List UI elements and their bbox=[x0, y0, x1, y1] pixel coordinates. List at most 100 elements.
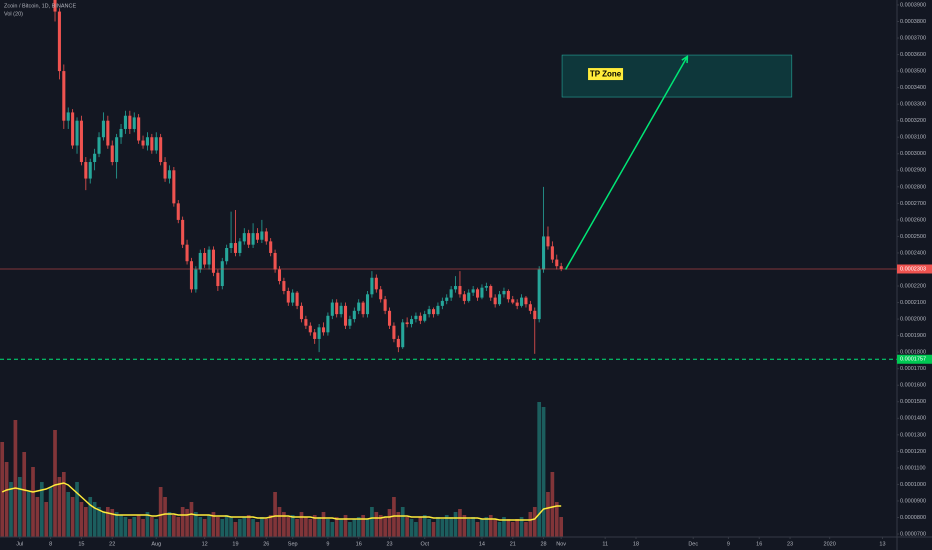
candle-body bbox=[409, 319, 414, 325]
candle-body bbox=[352, 310, 356, 320]
volume-bar bbox=[392, 497, 396, 537]
volume-bar bbox=[268, 515, 273, 537]
candle-body bbox=[159, 137, 163, 163]
candle-body bbox=[396, 338, 400, 348]
candle-body bbox=[317, 327, 321, 339]
candle-body bbox=[427, 309, 431, 315]
y-tick-label: 0.0001600 bbox=[900, 383, 926, 389]
volume-bar bbox=[83, 507, 88, 537]
volume-bar bbox=[150, 517, 154, 537]
y-tick-label: 0.0001800 bbox=[900, 350, 926, 356]
volume-bar bbox=[374, 512, 379, 537]
volume-bar bbox=[308, 519, 313, 537]
volume-bar bbox=[370, 507, 374, 537]
volume-bar bbox=[194, 512, 198, 537]
x-tick-label: 16 bbox=[756, 541, 762, 547]
x-tick-label: Oct bbox=[420, 541, 429, 547]
candle-body bbox=[238, 241, 242, 253]
candle-body bbox=[242, 233, 246, 242]
y-tick-label: 0.0000900 bbox=[900, 498, 926, 504]
candle-body bbox=[220, 261, 224, 287]
candle-body bbox=[211, 249, 216, 273]
volume-bar bbox=[141, 519, 145, 537]
volume-bar bbox=[497, 522, 502, 537]
y-tick-label: 0.0000800 bbox=[900, 515, 926, 521]
volume-bar bbox=[97, 507, 101, 537]
candle-body bbox=[471, 289, 475, 293]
candle-body bbox=[101, 120, 105, 138]
candle-body bbox=[71, 112, 75, 146]
volume-bar bbox=[449, 517, 453, 537]
x-tick-label: 9 bbox=[326, 541, 329, 547]
y-tick-label: 0.0001200 bbox=[900, 449, 926, 455]
volume-bar bbox=[229, 517, 233, 537]
volume-bar bbox=[48, 487, 53, 537]
volume-bar bbox=[510, 522, 515, 537]
volume-bar bbox=[207, 515, 211, 537]
candle-body bbox=[141, 140, 145, 146]
volume-bar bbox=[216, 517, 220, 537]
candle-body bbox=[167, 170, 171, 179]
y-tick-label: 0.0001400 bbox=[900, 416, 926, 422]
volume-bar bbox=[114, 512, 119, 537]
candle-body bbox=[462, 294, 466, 301]
candle-body bbox=[423, 314, 427, 321]
volume-bar bbox=[105, 507, 110, 537]
volume-bar bbox=[506, 519, 511, 537]
y-tick-label: 0.0000700 bbox=[900, 531, 926, 537]
volume-bar bbox=[339, 519, 343, 537]
volume-bar bbox=[53, 430, 57, 537]
volume-bar bbox=[132, 517, 137, 537]
candle-body bbox=[498, 294, 502, 305]
x-tick-label: 19 bbox=[232, 541, 238, 547]
volume-bar bbox=[79, 502, 84, 537]
volume-bar bbox=[414, 522, 418, 537]
volume-bar bbox=[326, 519, 330, 537]
volume-bar bbox=[519, 517, 524, 537]
x-tick-label: 12 bbox=[202, 541, 208, 547]
candle-body bbox=[467, 292, 471, 301]
candle-body bbox=[506, 290, 510, 300]
volume-bar bbox=[198, 517, 203, 537]
candle-body bbox=[515, 302, 519, 306]
candle-body bbox=[431, 309, 436, 315]
volume-bar bbox=[163, 497, 167, 537]
candle-body bbox=[264, 231, 268, 242]
candle-body bbox=[528, 304, 532, 311]
volume-bar bbox=[255, 522, 260, 537]
symbol-title: Zcoin / Bitcoin, 1D, BINANCE bbox=[4, 3, 76, 9]
candle-body bbox=[387, 310, 392, 326]
support-price-label: 0.0001757 bbox=[900, 357, 926, 363]
volume-bar bbox=[378, 515, 383, 537]
volume-bar bbox=[202, 519, 207, 537]
candle-body bbox=[489, 286, 493, 298]
candle-body bbox=[458, 286, 462, 295]
volume-ma-line bbox=[1, 482, 562, 521]
volume-title: Vol (20) bbox=[4, 11, 23, 17]
candle-body bbox=[189, 261, 194, 290]
volume-bar bbox=[524, 522, 528, 537]
candle-body bbox=[414, 315, 418, 320]
x-tick-label: 18 bbox=[633, 541, 639, 547]
candle-body bbox=[277, 269, 282, 282]
x-tick-label: 13 bbox=[879, 541, 885, 547]
volume-bar bbox=[295, 519, 299, 537]
volume-bar bbox=[440, 519, 445, 537]
volume-bar bbox=[277, 507, 282, 537]
y-tick-label: 0.0002100 bbox=[900, 300, 926, 306]
volume-bar bbox=[211, 512, 216, 537]
current-price-box bbox=[897, 264, 932, 274]
candle-body bbox=[335, 302, 339, 315]
volume-bar bbox=[422, 515, 427, 537]
candle-body bbox=[365, 294, 370, 315]
volume-bar bbox=[528, 512, 533, 537]
candle-body bbox=[321, 327, 326, 333]
volume-bar bbox=[145, 512, 150, 537]
candle-body bbox=[233, 243, 238, 253]
y-tick-label: 0.0003600 bbox=[900, 52, 926, 58]
volume-bar bbox=[9, 482, 13, 537]
volume-bar bbox=[365, 519, 370, 537]
candle-body bbox=[559, 266, 563, 269]
